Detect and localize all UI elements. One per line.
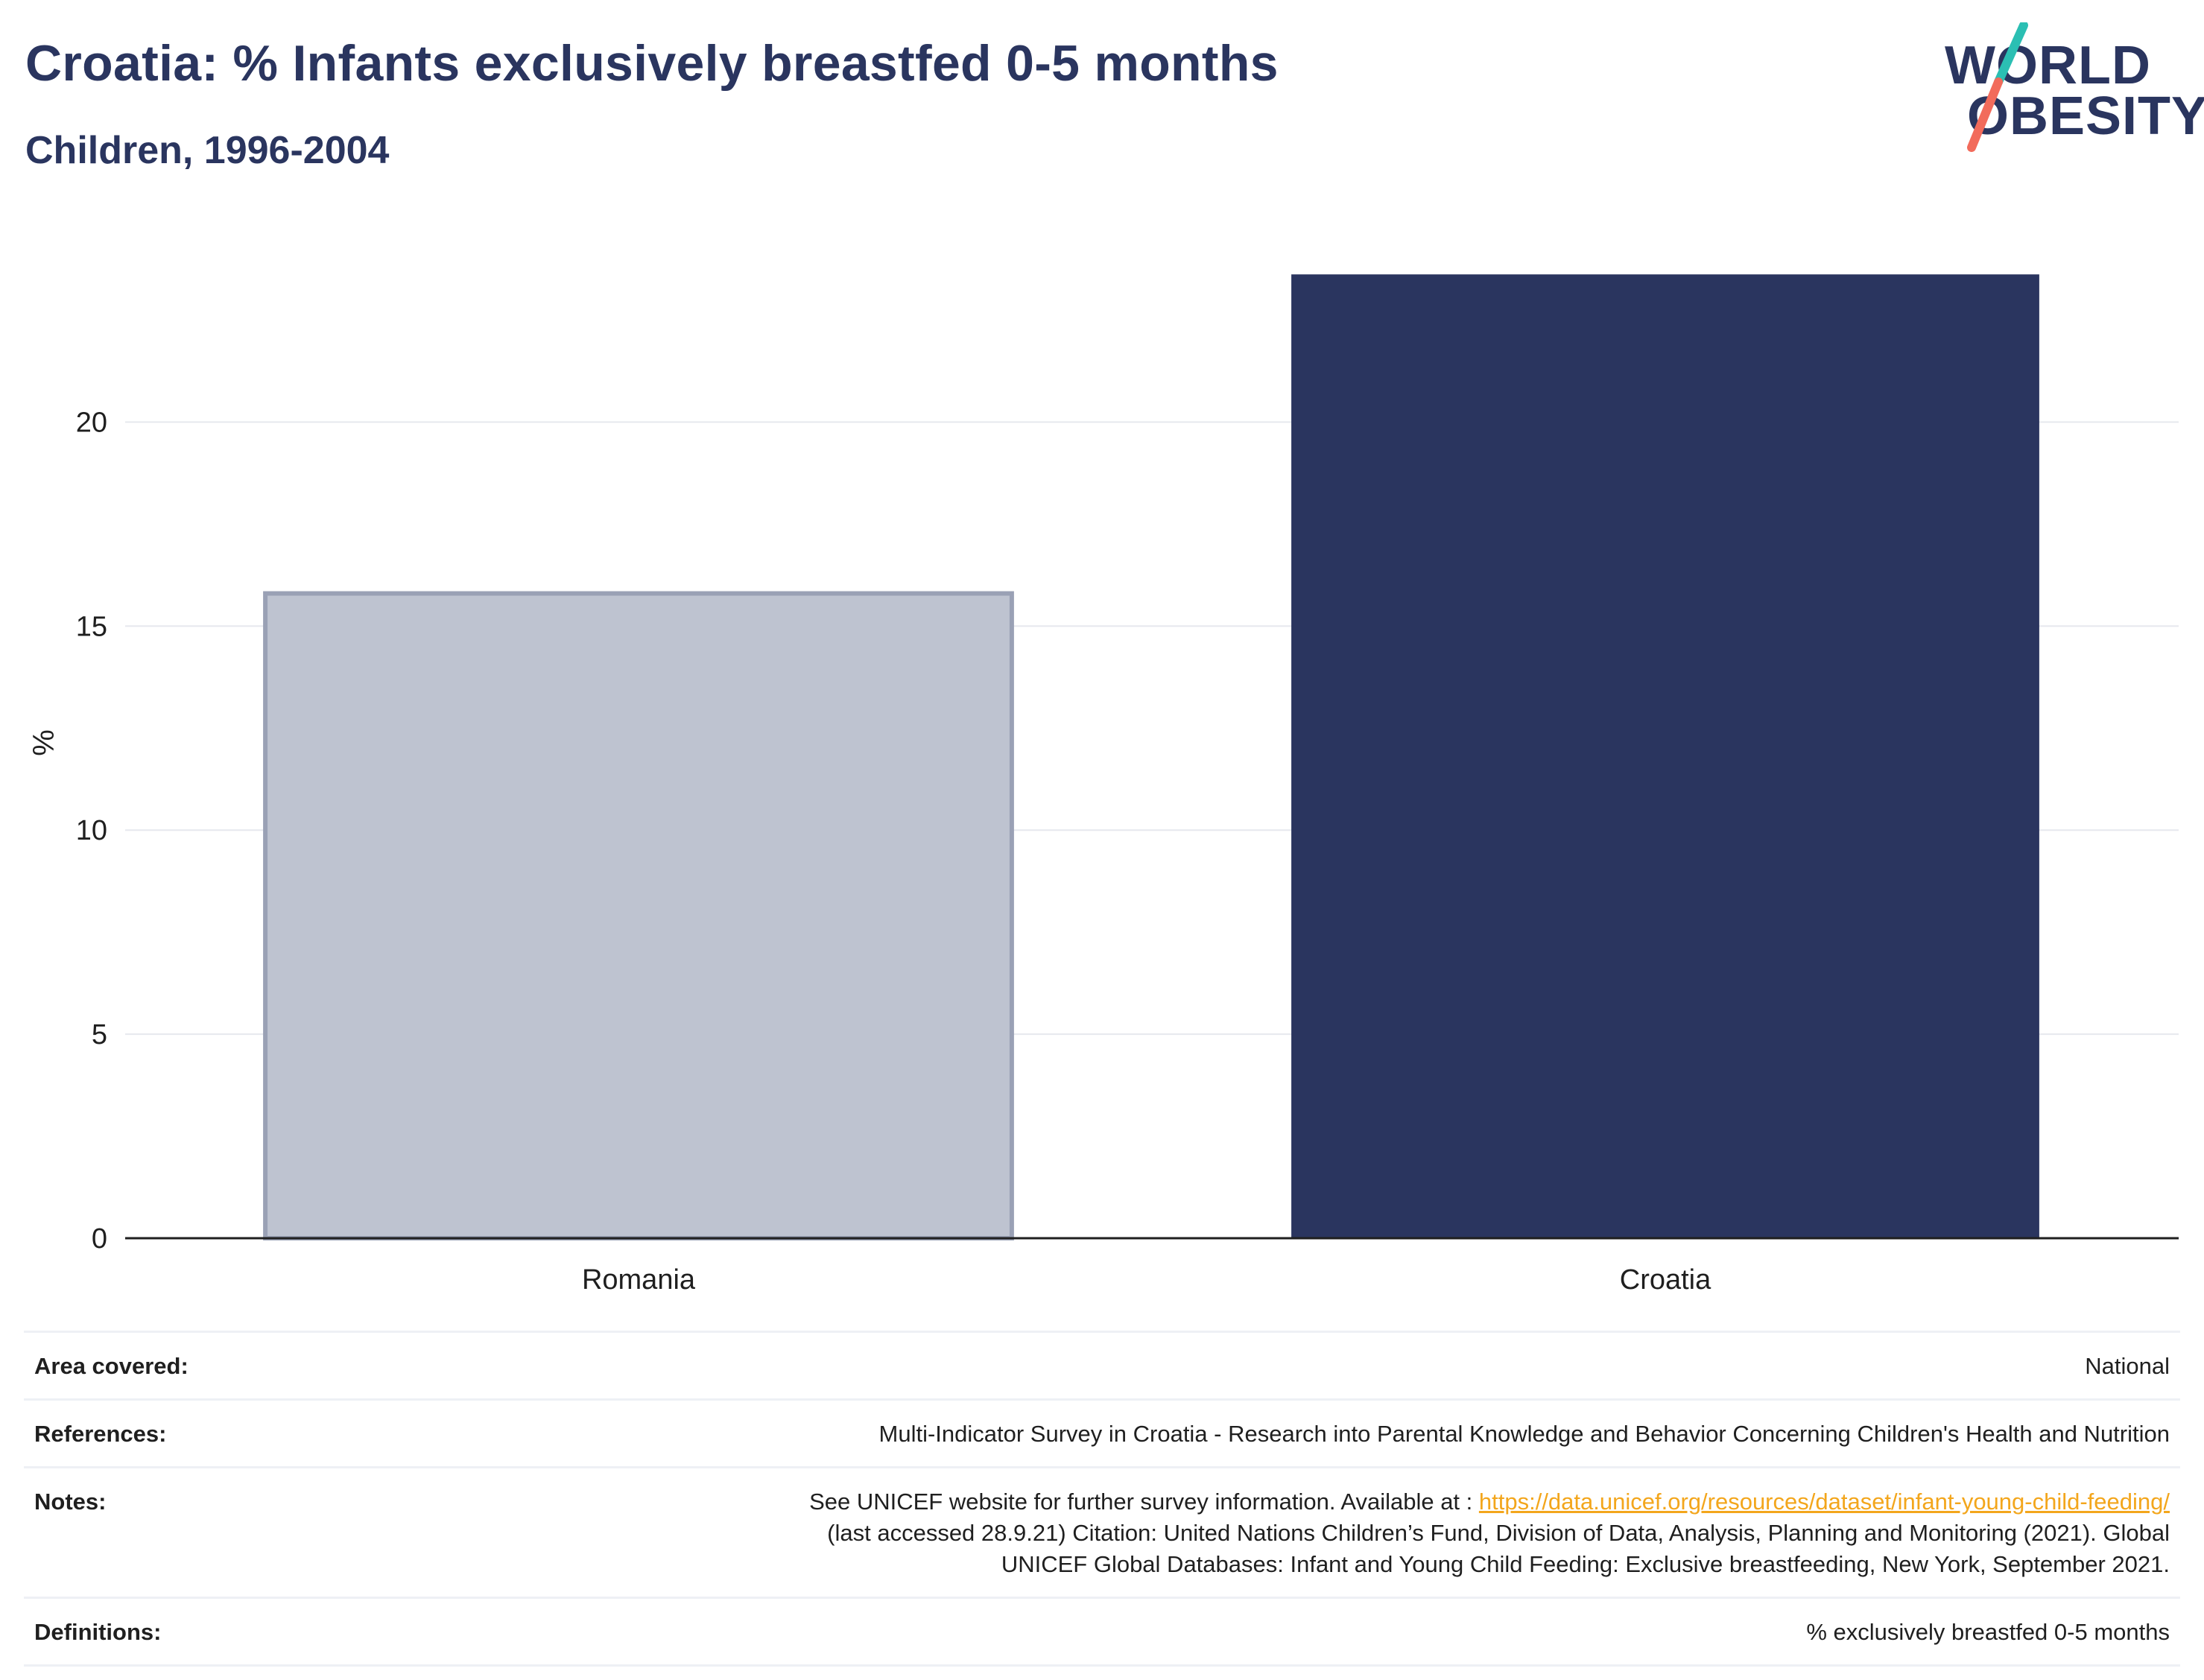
metadata-table: Area covered: National References: Multi… bbox=[24, 1331, 2180, 1667]
logo-word-obesity: OBESITY bbox=[1967, 86, 2204, 146]
meta-row-references: References: Multi-Indicator Survey in Cr… bbox=[24, 1401, 2180, 1468]
world-obesity-logo: WORLD OBESITY bbox=[1945, 22, 2204, 156]
meta-definitions-value: % exclusively breastfed 0-5 months bbox=[1806, 1619, 2170, 1645]
meta-references-value: Multi-Indicator Survey in Croatia - Rese… bbox=[878, 1421, 2170, 1447]
meta-row-area: Area covered: National bbox=[24, 1333, 2180, 1401]
meta-notes-line3: UNICEF Global Databases: Infant and Youn… bbox=[1001, 1551, 2170, 1577]
y-tick-label: 10 bbox=[76, 815, 107, 846]
bar-chart: 0 5 10 15 20% Romania Croatia bbox=[28, 274, 2179, 1296]
unicef-dataset-link[interactable]: https://data.unicef.org/resources/datase… bbox=[1478, 1489, 2170, 1515]
chart-subtitle: Children, 1996-2004 bbox=[25, 129, 390, 172]
logo-slash-icon bbox=[1967, 22, 2028, 152]
bar-croatia bbox=[1291, 274, 2039, 1239]
y-tick-label: 20 bbox=[76, 407, 107, 438]
meta-references-label: References: bbox=[34, 1421, 167, 1447]
x-tick-label: Romania bbox=[582, 1264, 696, 1296]
meta-notes-line2: (last accessed 28.9.21) Citation: United… bbox=[827, 1520, 2170, 1546]
meta-notes-label: Notes: bbox=[34, 1489, 107, 1515]
meta-notes-line1: See UNICEF website for further survey in… bbox=[809, 1489, 1479, 1515]
chart-title: Croatia: % Infants exclusively breastfed… bbox=[25, 35, 1279, 92]
bar-romania bbox=[263, 591, 1014, 1240]
x-tick-label: Croatia bbox=[1620, 1264, 1711, 1296]
meta-row-definitions: Definitions: % exclusively breastfed 0-5… bbox=[24, 1599, 2180, 1667]
meta-area-label: Area covered: bbox=[34, 1353, 189, 1379]
meta-definitions-label: Definitions: bbox=[34, 1619, 162, 1645]
y-tick-label: 5 bbox=[92, 1019, 107, 1050]
logo-word-world: WORLD bbox=[1945, 36, 2151, 95]
meta-row-notes: Notes: See UNICEF website for further su… bbox=[24, 1468, 2180, 1599]
meta-notes-value: See UNICEF website for further survey in… bbox=[136, 1486, 2170, 1580]
y-tick-label: 15 bbox=[76, 611, 107, 642]
meta-area-value: National bbox=[2085, 1353, 2170, 1379]
y-tick-label: 0 bbox=[92, 1223, 107, 1255]
y-axis-title: % bbox=[28, 729, 60, 756]
